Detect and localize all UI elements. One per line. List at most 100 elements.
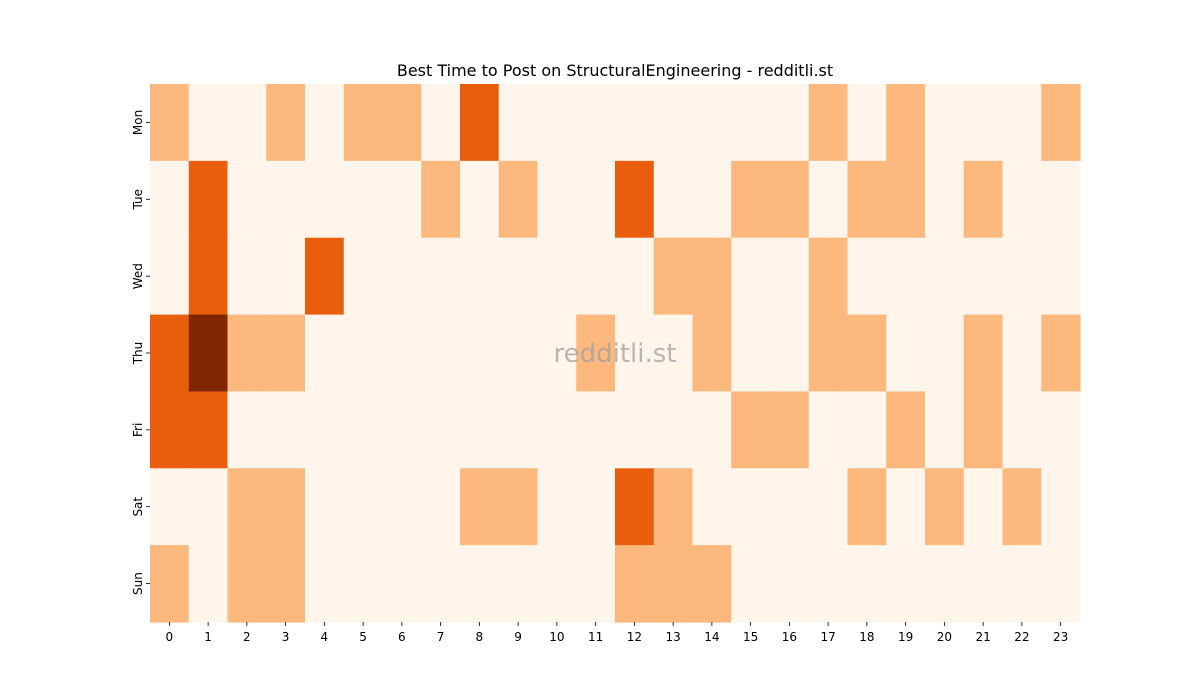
heatmap-cell — [498, 468, 539, 546]
heatmap-cell — [343, 314, 384, 393]
heatmap-cell — [188, 237, 229, 316]
heatmap-cell — [1002, 391, 1042, 469]
heatmap-cell — [731, 237, 771, 316]
heatmap-cell — [576, 545, 616, 623]
heatmap-cell — [1041, 391, 1081, 469]
heatmap-cell — [847, 84, 887, 162]
heatmap-cell — [615, 545, 655, 623]
heatmap-cell — [847, 314, 887, 393]
heatmap-cell — [343, 468, 384, 546]
heatmap-cell — [615, 160, 655, 239]
heatmap-cell — [343, 237, 384, 316]
heatmap-cell — [653, 391, 694, 469]
heatmap-cell — [537, 160, 577, 239]
heatmap-cell — [925, 468, 965, 546]
heatmap-cell — [1041, 314, 1081, 393]
heatmap-cell — [653, 84, 694, 162]
heatmap-cell — [498, 84, 539, 162]
heatmap-cell — [266, 160, 306, 239]
heatmap-cell — [421, 314, 461, 393]
heatmap-cell — [382, 545, 422, 623]
heatmap-cell — [576, 314, 616, 393]
heatmap-cell — [382, 237, 422, 316]
heatmap-cell — [1041, 160, 1081, 239]
heatmap-cell — [1002, 314, 1042, 393]
heatmap-cell — [615, 468, 655, 546]
heatmap-cell — [460, 84, 500, 162]
heatmap-cell — [150, 391, 190, 469]
heatmap-cell — [963, 237, 1004, 316]
y-tick-label: Wed — [131, 263, 145, 289]
heatmap-cell — [1002, 237, 1042, 316]
chart-title: Best Time to Post on StructuralEngineeri… — [397, 61, 833, 80]
heatmap-cell — [731, 545, 771, 623]
heatmap-cell — [343, 545, 384, 623]
heatmap-cell — [847, 160, 887, 239]
heatmap-cell — [382, 160, 422, 239]
x-tick-label: 18 — [859, 630, 874, 644]
x-tick-label: 12 — [627, 630, 642, 644]
heatmap-cell — [963, 468, 1004, 546]
heatmap-cell — [653, 468, 694, 546]
y-tick-label: Sun — [131, 572, 145, 595]
heatmap-cell — [576, 468, 616, 546]
heatmap-cell — [305, 314, 345, 393]
heatmap-cell — [421, 545, 461, 623]
heatmap-cell — [227, 160, 267, 239]
heatmap-cell — [537, 391, 577, 469]
heatmap-cell — [847, 391, 887, 469]
heatmap-cell — [770, 545, 810, 623]
heatmap-cell — [731, 468, 771, 546]
heatmap-cell — [808, 314, 849, 393]
heatmap-cell — [343, 160, 384, 239]
heatmap-cell — [382, 391, 422, 469]
x-tick-label: 6 — [398, 630, 406, 644]
heatmap-cell — [227, 545, 267, 623]
heatmap-cell — [808, 84, 849, 162]
heatmap-cell — [886, 237, 926, 316]
heatmap-cell — [653, 545, 694, 623]
heatmap-cell — [227, 314, 267, 393]
heatmap-cell — [421, 468, 461, 546]
heatmap-cell — [266, 237, 306, 316]
heatmap-cell — [808, 237, 849, 316]
heatmap-cell — [770, 391, 810, 469]
y-tick-label: Sat — [131, 497, 145, 517]
x-tick-label: 2 — [243, 630, 251, 644]
heatmap-cell — [266, 84, 306, 162]
heatmap-cell — [808, 545, 849, 623]
heatmap-cell — [925, 84, 965, 162]
heatmap-cell — [1002, 545, 1042, 623]
heatmap-cell — [576, 391, 616, 469]
heatmap-cell — [305, 545, 345, 623]
heatmap-cell — [847, 237, 887, 316]
heatmap-cell — [498, 314, 539, 393]
heatmap-cell — [886, 84, 926, 162]
y-tick-label: Tue — [131, 189, 145, 211]
y-tick-label: Mon — [131, 110, 145, 135]
heatmap-cell — [421, 391, 461, 469]
heatmap-cell — [305, 468, 345, 546]
x-tick-label: 7 — [437, 630, 445, 644]
heatmap-cell — [692, 84, 732, 162]
x-tick-label: 23 — [1053, 630, 1068, 644]
heatmap-cell — [731, 391, 771, 469]
x-tick-label: 11 — [588, 630, 603, 644]
heatmap-cell — [963, 545, 1004, 623]
heatmap-cell — [731, 314, 771, 393]
heatmap-cell — [653, 314, 694, 393]
heatmap-cell — [305, 84, 345, 162]
x-tick-label: 5 — [359, 630, 367, 644]
heatmap-cell — [1002, 84, 1042, 162]
heatmap-cell — [963, 314, 1004, 393]
heatmap-cell — [653, 237, 694, 316]
x-tick-label: 0 — [166, 630, 174, 644]
heatmap-cell — [343, 84, 384, 162]
heatmap-cell — [963, 391, 1004, 469]
x-tick-label: 8 — [476, 630, 484, 644]
watermark-text: redditli.st — [554, 339, 677, 369]
heatmap-cell — [576, 237, 616, 316]
heatmap-cell — [150, 314, 190, 393]
heatmap-cell — [692, 160, 732, 239]
